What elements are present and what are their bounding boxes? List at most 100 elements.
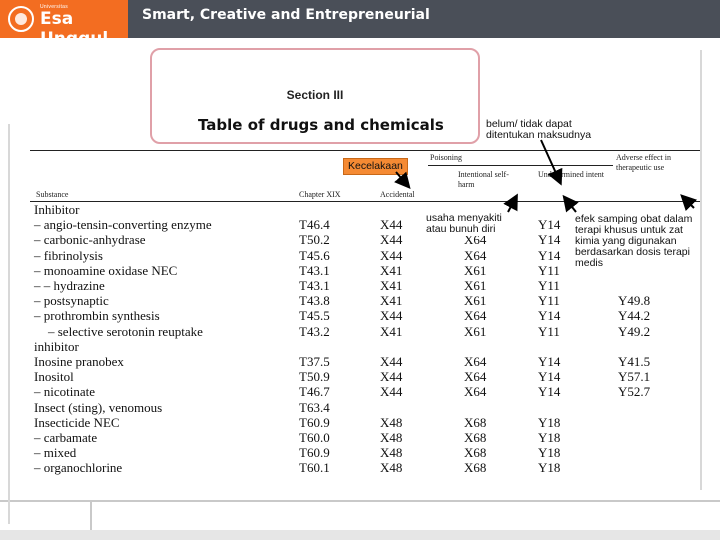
footer-divider [0, 500, 720, 502]
table-cell-chapter: T43.1 [299, 262, 330, 278]
table-cell-accidental: X48 [380, 430, 403, 445]
table-cell-intentional: X64 [464, 369, 487, 385]
table-header-rule [30, 201, 700, 202]
section-label: Section III [286, 88, 344, 102]
table-cell-undetermined: Y11 [538, 323, 560, 339]
table-cell-accidental: X44 [380, 308, 403, 324]
arrow-intentional [503, 193, 518, 213]
table-cell-accidental: X48 [380, 460, 403, 476]
header-intentional: Intentional self-harm [458, 170, 509, 189]
table-cell-substance: – nicotinate [34, 384, 96, 400]
table-top-rule [30, 150, 700, 151]
table-cell-intentional: X61 [464, 293, 487, 309]
table-cell-intentional: X68 [464, 414, 487, 430]
arrow-undetermined [540, 139, 563, 186]
table-cell-accidental: X44 [380, 232, 403, 248]
arrow-adverse [680, 194, 698, 212]
table-cell-accidental: X48 [380, 414, 403, 430]
table-cell-substance: Inosine pranobex [34, 354, 124, 369]
table-cell-substance: Insect (sting), venomous [34, 399, 163, 415]
table-cell-substance: – postsynaptic [34, 293, 109, 309]
table-cell-undetermined: Y14 [538, 308, 561, 324]
table-cell-chapter: T37.5 [299, 354, 330, 369]
table-cell-adverse: Y49.8 [618, 293, 651, 309]
table-cell-substance: – selective serotonin reuptake [48, 323, 203, 339]
header-tagline: Smart, Creative and Entrepreneurial [142, 7, 430, 23]
section-heading-card: Section III Table of drugs and chemicals [150, 48, 480, 144]
poisoning-group-rule [428, 165, 613, 166]
table-cell-undetermined: Y14 [538, 369, 561, 385]
table-cell-substance: – fibrinolysis [34, 247, 103, 263]
table-cell-chapter: T45.5 [299, 308, 330, 324]
table-cell-undetermined: Y14 [538, 217, 561, 233]
table-cell-substance: – prothrombin synthesis [34, 308, 160, 324]
table-cell-substance: – mixed [34, 445, 77, 461]
table-cell-accidental: X44 [380, 384, 403, 400]
header-poisoning: Poisoning [430, 153, 463, 162]
table-cell-intentional: X64 [464, 247, 487, 263]
table-cell-intentional: X64 [464, 308, 487, 324]
table-cell-undetermined: Y18 [538, 414, 561, 430]
table-cell-intentional: X68 [464, 445, 487, 461]
table-cell-adverse: Y57.1 [618, 369, 651, 385]
table-cell-undetermined: Y14 [538, 232, 561, 248]
table-cell-intentional: X61 [464, 262, 487, 278]
table-cell-undetermined: Y11 [538, 262, 560, 278]
table-cell-adverse: Y41.5 [618, 354, 651, 369]
table-cell-chapter: T50.2 [299, 232, 330, 248]
table-cell-chapter: T46.4 [299, 217, 330, 233]
table-cell-intentional: X64 [464, 354, 487, 369]
table-cell-accidental: X41 [380, 293, 403, 309]
table-cell-accidental: X44 [380, 354, 403, 369]
table-cell-undetermined: Y14 [538, 384, 561, 400]
table-cell-accidental: X41 [380, 262, 403, 278]
table-cell-substance: – – hydrazine [34, 278, 105, 293]
logo-university-name: Esa Unggul [40, 9, 109, 49]
right-frame-line [700, 50, 702, 490]
table-cell-substance: Inhibitor [34, 202, 80, 217]
table-cell-substance: – monoamine oxidase NEC [34, 262, 178, 278]
table-cell-chapter: T60.0 [299, 430, 330, 445]
annotation-belum: belum/ tidak dapat ditentukan maksudnya [486, 119, 614, 141]
header-undetermined: Undetermined intent [538, 170, 604, 179]
table-cell-undetermined: Y18 [538, 460, 561, 476]
table-cell-intentional: X64 [464, 232, 487, 248]
table-cell-accidental: X41 [380, 323, 403, 339]
header-accidental: Accidental [380, 190, 415, 199]
arrow-efek [562, 194, 579, 213]
table-cell-undetermined: Y14 [538, 354, 561, 369]
table-cell-undetermined: Y18 [538, 445, 561, 461]
table-cell-adverse: Y52.7 [618, 384, 651, 400]
table-cell-chapter: T46.7 [299, 384, 330, 400]
annotation-usaha: usaha menyakiti atau bunuh diri [425, 212, 517, 236]
table-cell-substance: Insecticide NEC [34, 414, 120, 430]
header-adverse: Adverse effect in therapeutic use [616, 153, 671, 172]
table-cell-chapter: T60.9 [299, 414, 330, 430]
table-cell-accidental: X44 [380, 217, 403, 233]
table-cell-undetermined: Y11 [538, 278, 560, 293]
table-cell-adverse: Y49.2 [618, 323, 651, 339]
table-cell-accidental: X44 [380, 247, 403, 263]
table-cell-chapter: T43.2 [299, 323, 330, 339]
table-cell-intentional: X68 [464, 460, 487, 476]
table-cell-intentional: X61 [464, 278, 487, 293]
header-bar: Universitas Esa Unggul Smart, Creative a… [0, 0, 720, 49]
table-cell-substance: Inositol [34, 369, 74, 385]
header-chapter: Chapter XIX [299, 190, 341, 199]
table-cell-adverse: Y44.2 [618, 308, 651, 324]
table-cell-substance: – organochlorine [34, 460, 123, 476]
table-cell-undetermined: Y14 [538, 247, 561, 263]
table-cell-substance: – carbonic-anhydrase [34, 232, 146, 248]
arrow-accidental [394, 171, 411, 190]
table-cell-substance: – carbamate [34, 430, 98, 445]
table-cell-chapter: T43.8 [299, 293, 330, 309]
table-cell-accidental: X44 [380, 369, 403, 385]
logo-emblem-icon [8, 6, 34, 32]
table-cell-chapter: T60.9 [299, 445, 330, 461]
logo-university-small: Universitas [40, 4, 69, 10]
footer-stripe [0, 530, 720, 540]
annotation-efek: efek samping obat dalam terapi khusus un… [575, 213, 699, 270]
table-cell-intentional: X61 [464, 323, 487, 339]
table-cell-substance: inhibitor [34, 338, 79, 354]
